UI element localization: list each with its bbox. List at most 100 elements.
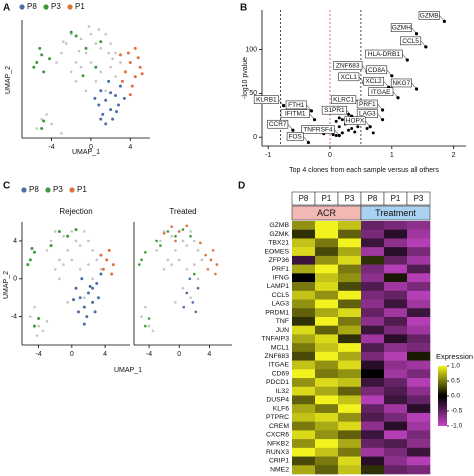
row-label: TNFAIP3 <box>261 336 289 343</box>
plot-title: Treated <box>169 207 196 216</box>
heat-cell <box>292 430 316 440</box>
cell-point <box>105 258 109 262</box>
row-label: PDCD1 <box>266 379 289 386</box>
cell-point <box>126 51 130 55</box>
heat-cell <box>292 395 316 405</box>
cell-point <box>356 125 360 129</box>
x-tick-label: -4 <box>35 351 41 358</box>
heat-cell <box>292 447 316 457</box>
cell-point <box>82 322 86 326</box>
heat-cell <box>292 255 316 265</box>
cell-point <box>334 119 338 123</box>
heat-cell <box>361 308 385 318</box>
label-connector <box>383 81 389 88</box>
cell-point <box>170 263 173 266</box>
label-box <box>356 109 378 118</box>
heat-cell <box>315 369 339 379</box>
cell-point <box>40 53 44 57</box>
cell-point <box>215 263 219 266</box>
heat-cell <box>384 369 408 379</box>
heat-cell <box>407 360 431 370</box>
heat-cell <box>315 255 339 265</box>
label-connector <box>364 120 371 127</box>
label-box <box>400 36 422 46</box>
cell-point <box>191 301 195 304</box>
cell-point <box>89 32 93 36</box>
heat-cell <box>292 421 316 431</box>
cell-point <box>94 42 98 45</box>
cell-point <box>107 248 111 252</box>
panel-label: D <box>238 181 245 192</box>
heat-cell <box>315 465 339 475</box>
cell-point <box>114 51 117 55</box>
cell-point <box>140 72 144 76</box>
cell-point <box>104 98 108 102</box>
heat-cell <box>315 456 339 466</box>
y-axis-label: -log10 pvalue <box>242 57 249 99</box>
cell-point <box>91 300 95 304</box>
cell-point <box>60 131 63 135</box>
heat-cell <box>338 395 362 405</box>
row-label: KLF6 <box>273 405 289 412</box>
cell-point <box>40 117 43 121</box>
label-box <box>286 132 304 141</box>
cell-point <box>35 60 39 64</box>
heat-cell <box>315 378 339 388</box>
heat-cell <box>384 456 408 466</box>
cell-point <box>79 65 83 69</box>
cell-point <box>177 258 181 262</box>
cell-point <box>38 46 42 50</box>
row-label: NME2 <box>270 466 289 473</box>
heat-cell <box>315 264 339 274</box>
y-tick-label: 50 <box>249 90 257 97</box>
cell-point <box>166 258 170 262</box>
cell-point <box>114 75 117 78</box>
label-box <box>344 116 366 125</box>
cell-point <box>87 239 90 243</box>
row-label: GZMB <box>269 222 289 229</box>
heat-cell <box>315 351 339 361</box>
heat-cell <box>315 316 339 326</box>
cell-point <box>170 234 173 238</box>
label-box <box>366 65 388 75</box>
cell-point <box>62 263 65 266</box>
x-tick-label: 0 <box>177 351 181 358</box>
row-label: LAG3 <box>272 301 290 308</box>
heat-cell <box>338 238 362 248</box>
colorbar <box>438 366 447 426</box>
cell-point <box>89 61 93 64</box>
cell-point <box>193 272 196 276</box>
legend-label: P1 <box>77 185 87 194</box>
legend-label: P3 <box>51 2 61 11</box>
heat-cell <box>407 421 431 431</box>
column-label: P1 <box>391 194 401 203</box>
y-axis-label: UMAP_2 <box>5 66 12 94</box>
legend-swatch <box>21 187 27 193</box>
cell-point <box>37 317 41 321</box>
cell-point <box>206 268 210 271</box>
heat-cell <box>407 255 431 265</box>
cell-point <box>109 65 112 69</box>
heat-cell <box>407 299 431 309</box>
heat-cell <box>315 282 339 292</box>
cell-point <box>111 57 114 61</box>
label-connector <box>402 53 408 61</box>
heat-cell <box>292 247 316 257</box>
cell-point <box>30 246 34 250</box>
x-tick-label: -4 <box>146 351 152 358</box>
heat-cell <box>384 247 408 257</box>
heat-cell <box>407 308 431 318</box>
heat-cell <box>361 299 385 309</box>
cell-point <box>42 119 46 123</box>
cell-point <box>365 126 369 130</box>
heat-cell <box>407 465 431 475</box>
cell-point <box>196 277 200 281</box>
cell-point <box>78 296 82 300</box>
heat-cell <box>292 334 316 344</box>
heat-cell <box>361 412 385 422</box>
cell-point <box>74 239 78 243</box>
cell-point <box>166 230 170 233</box>
cell-point <box>55 61 58 64</box>
cell-point <box>159 244 162 247</box>
heat-cell <box>361 421 385 431</box>
